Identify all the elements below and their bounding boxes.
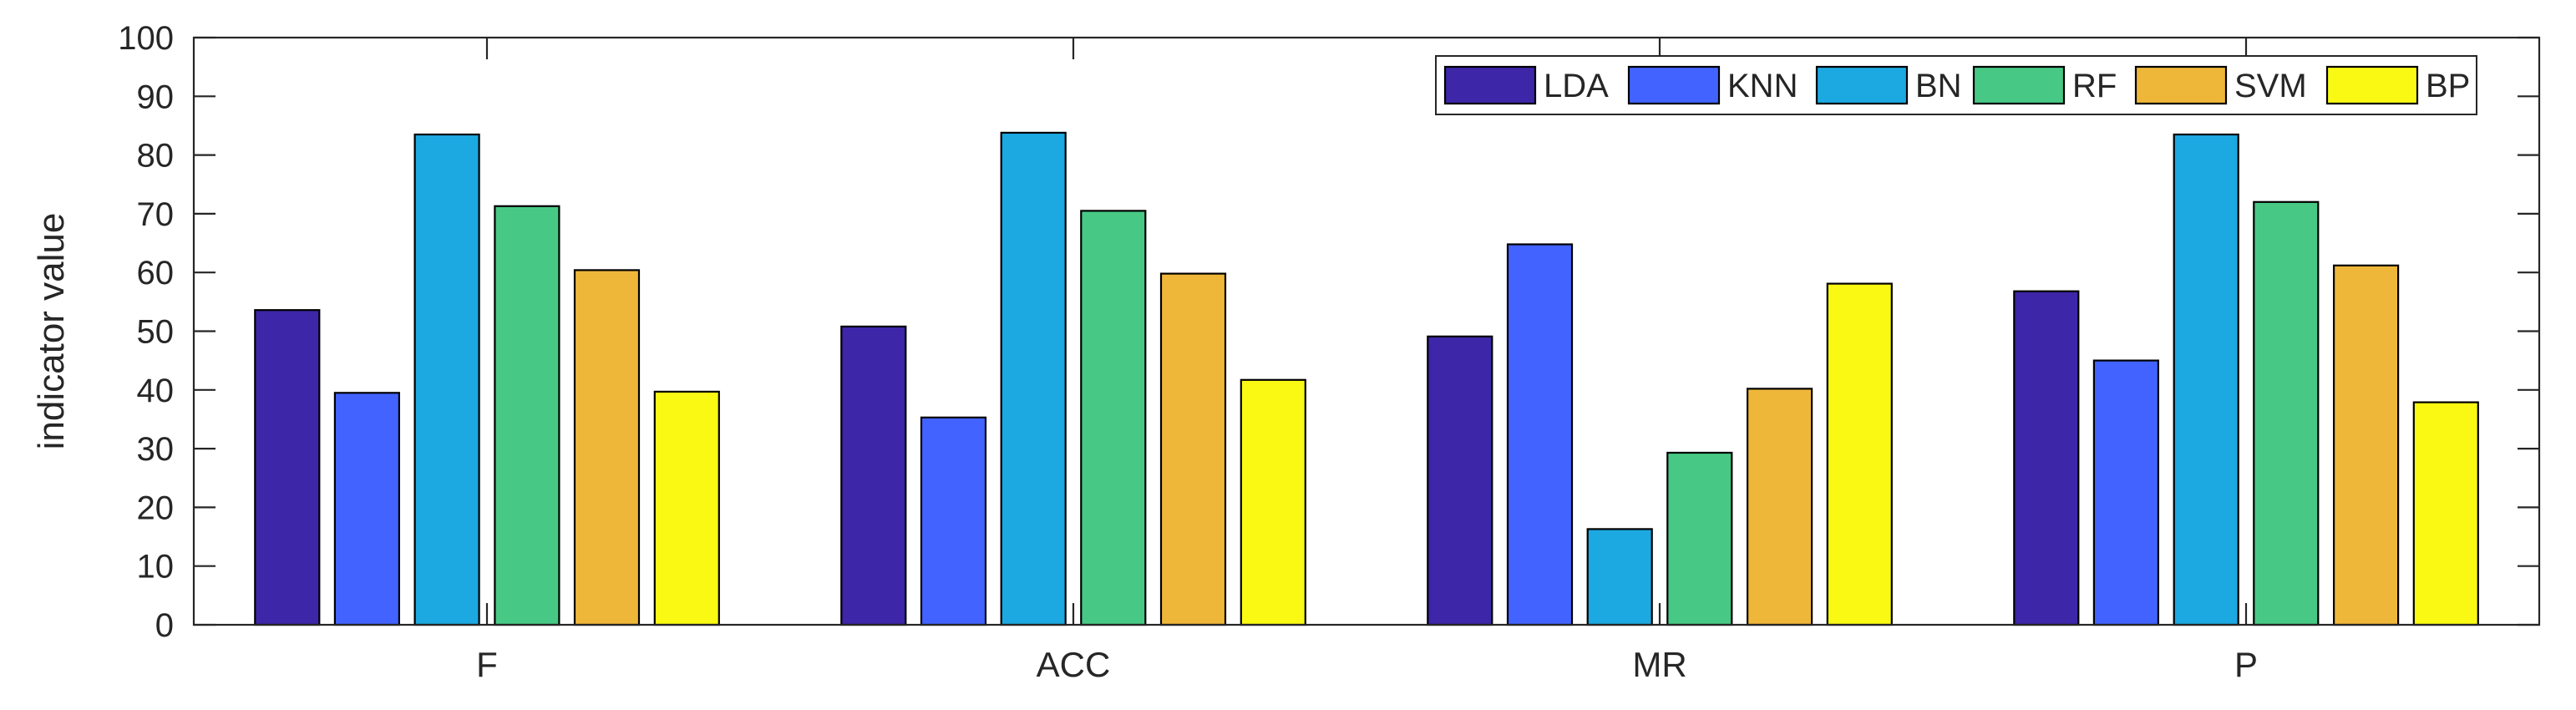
y-tick-label: 20 (137, 489, 175, 526)
bar-lda-f (254, 309, 321, 626)
bar-knn-f (333, 392, 400, 626)
legend-label-knn: KNN (1727, 68, 1798, 104)
legend-label-rf: RF (2072, 68, 2117, 104)
legend: LDA KNN BN RF SVM BP (1435, 55, 2477, 115)
y-tick-label: 80 (137, 138, 175, 175)
bar-knn-acc (920, 416, 987, 626)
bar-rf-f (494, 205, 560, 626)
bar-bn-p (2173, 133, 2239, 626)
bar-svm-mr (1747, 388, 1813, 626)
legend-swatch-bn (1815, 65, 1909, 105)
bar-bn-acc (1000, 131, 1067, 626)
y-tick-label: 0 (155, 607, 174, 644)
bar-rf-p (2253, 200, 2320, 626)
bar-knn-p (2092, 359, 2159, 626)
legend-label-svm: SVM (2234, 68, 2307, 104)
bar-lda-acc (840, 325, 907, 626)
y-tick-label: 60 (137, 255, 175, 292)
legend-swatch-svm (2134, 65, 2228, 105)
bar-bp-acc (1240, 378, 1306, 626)
bar-svm-p (2333, 264, 2400, 626)
bar-bn-mr (1586, 528, 1653, 626)
bar-svm-f (573, 269, 641, 626)
x-category-label: P (2234, 645, 2258, 684)
bar-bn-f (413, 133, 480, 626)
bar-bp-mr (1826, 282, 1893, 626)
legend-swatch-knn (1627, 65, 1721, 105)
bar-knn-mr (1506, 243, 1574, 626)
legend-swatch-bp (2325, 65, 2419, 105)
bar-rf-acc (1080, 210, 1147, 626)
y-tick-label: 30 (137, 431, 175, 468)
bar-svm-acc (1159, 272, 1227, 626)
y-tick-label: 100 (118, 20, 174, 57)
y-tick-label: 10 (137, 549, 175, 586)
y-tick-label: 40 (137, 373, 175, 409)
ticks-layer: 0 10 20 30 40 50 60 70 80 90 100 F ACC MR P (118, 20, 2539, 684)
y-tick-label: 70 (137, 196, 175, 233)
x-category-label: ACC (1037, 645, 1111, 684)
legend-label-bp: BP (2426, 68, 2470, 104)
bar-rf-mr (1666, 451, 1733, 626)
legend-swatch-lda (1443, 65, 1537, 105)
y-axis-title: indicator value (31, 213, 72, 450)
x-category-label: MR (1632, 645, 1686, 684)
bar-bp-f (653, 390, 720, 626)
legend-swatch-rf (1972, 65, 2066, 105)
y-tick-label: 90 (137, 79, 175, 115)
bar-lda-mr (1427, 335, 1493, 626)
y-tick-label: 50 (137, 314, 175, 351)
legend-label-lda: LDA (1544, 68, 1609, 104)
bar-bp-p (2412, 401, 2479, 626)
x-category-label: F (476, 645, 498, 684)
bars-layer (254, 131, 2479, 626)
bar-lda-p (2013, 290, 2080, 626)
legend-box (1435, 55, 2477, 115)
legend-label-bn: BN (1915, 68, 1962, 104)
